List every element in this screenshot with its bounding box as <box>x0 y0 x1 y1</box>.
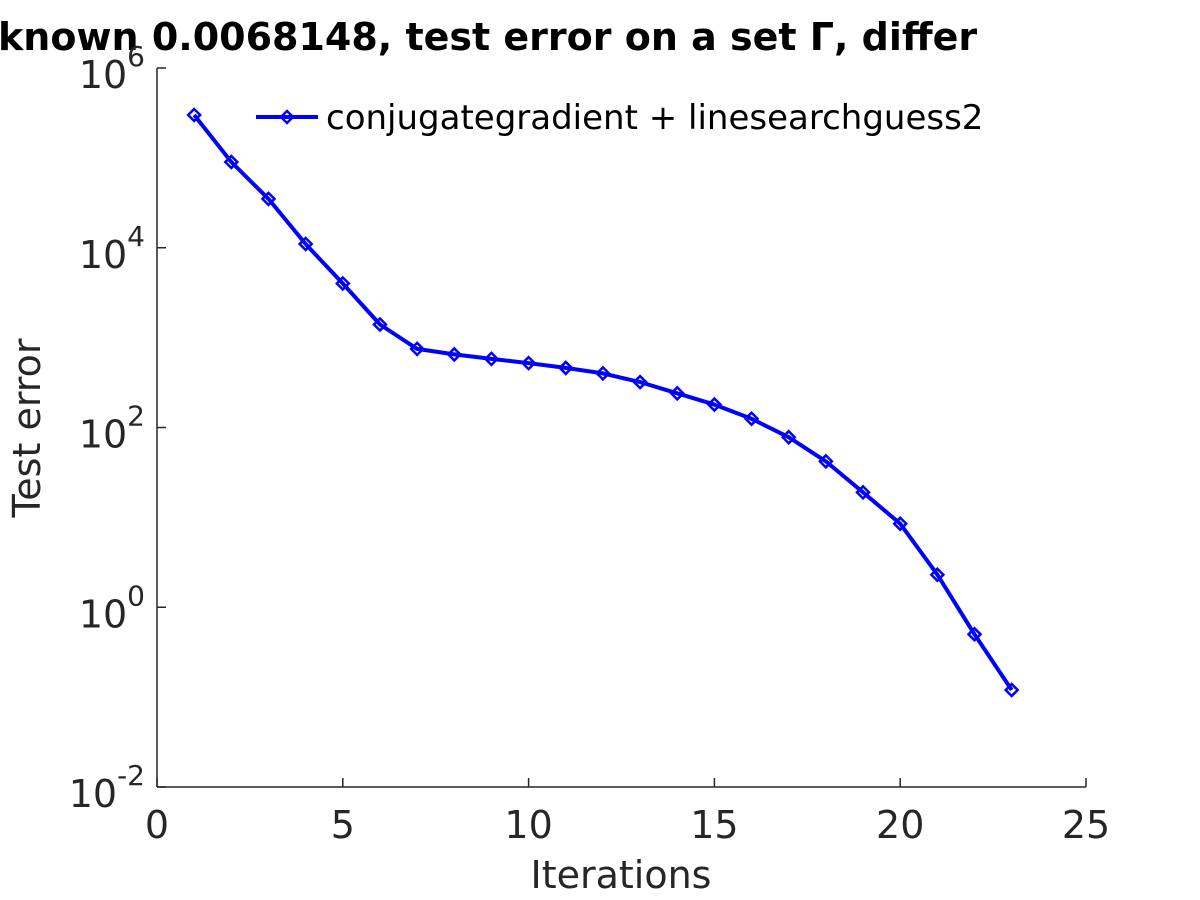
data-point-marker <box>372 316 388 333</box>
x-tick-label: 15 <box>690 803 738 847</box>
x-tick-label: 10 <box>504 803 552 847</box>
y-tick-label: 10-2 <box>69 759 145 816</box>
y-tick-label: 106 <box>79 40 145 97</box>
data-point-marker <box>260 191 277 207</box>
data-point-marker <box>446 346 463 363</box>
data-point-marker <box>929 566 946 583</box>
legend-marker-swatch <box>279 109 295 125</box>
series-line <box>192 113 1014 692</box>
series-group <box>186 107 1020 698</box>
data-point-marker <box>855 484 871 501</box>
chart-title: known 0.0068148, test error on a set Γ, … <box>0 15 977 59</box>
y-tick-label: 100 <box>79 579 145 636</box>
data-point-marker <box>483 351 500 367</box>
data-point-marker <box>223 154 240 170</box>
x-tick-label: 0 <box>145 803 169 847</box>
data-point-marker <box>409 341 425 357</box>
data-point-marker <box>557 360 574 376</box>
data-point-marker <box>186 107 202 123</box>
data-point-marker <box>1003 682 1020 698</box>
data-point-marker <box>595 365 611 382</box>
data-point-marker <box>892 515 908 532</box>
data-point-marker <box>780 429 797 445</box>
y-tick-label: 104 <box>79 220 145 277</box>
legend-label: conjugategradient + linesearchguess2 <box>326 98 983 138</box>
data-point-marker <box>743 411 760 427</box>
data-point-marker <box>520 355 537 371</box>
y-axis-label: Test error <box>5 338 49 518</box>
x-axis-label: Iterations <box>531 853 712 897</box>
data-point-marker <box>818 453 834 470</box>
axes <box>156 68 1086 788</box>
x-tick-label: 25 <box>1062 803 1110 847</box>
data-point-marker <box>706 396 723 413</box>
data-point-marker <box>297 236 314 252</box>
data-point-marker <box>966 626 983 643</box>
legend: conjugategradient + linesearchguess2 <box>256 98 983 138</box>
x-tick-label: 20 <box>876 803 924 847</box>
data-point-marker <box>669 385 686 402</box>
data-point-marker <box>335 275 351 292</box>
x-tick-label: 5 <box>331 803 355 847</box>
ticks: 0 5 10 15 20 25 10-2 100 102 104 106 <box>69 40 1110 847</box>
y-tick-label: 102 <box>79 400 145 457</box>
data-point-marker <box>632 374 648 390</box>
